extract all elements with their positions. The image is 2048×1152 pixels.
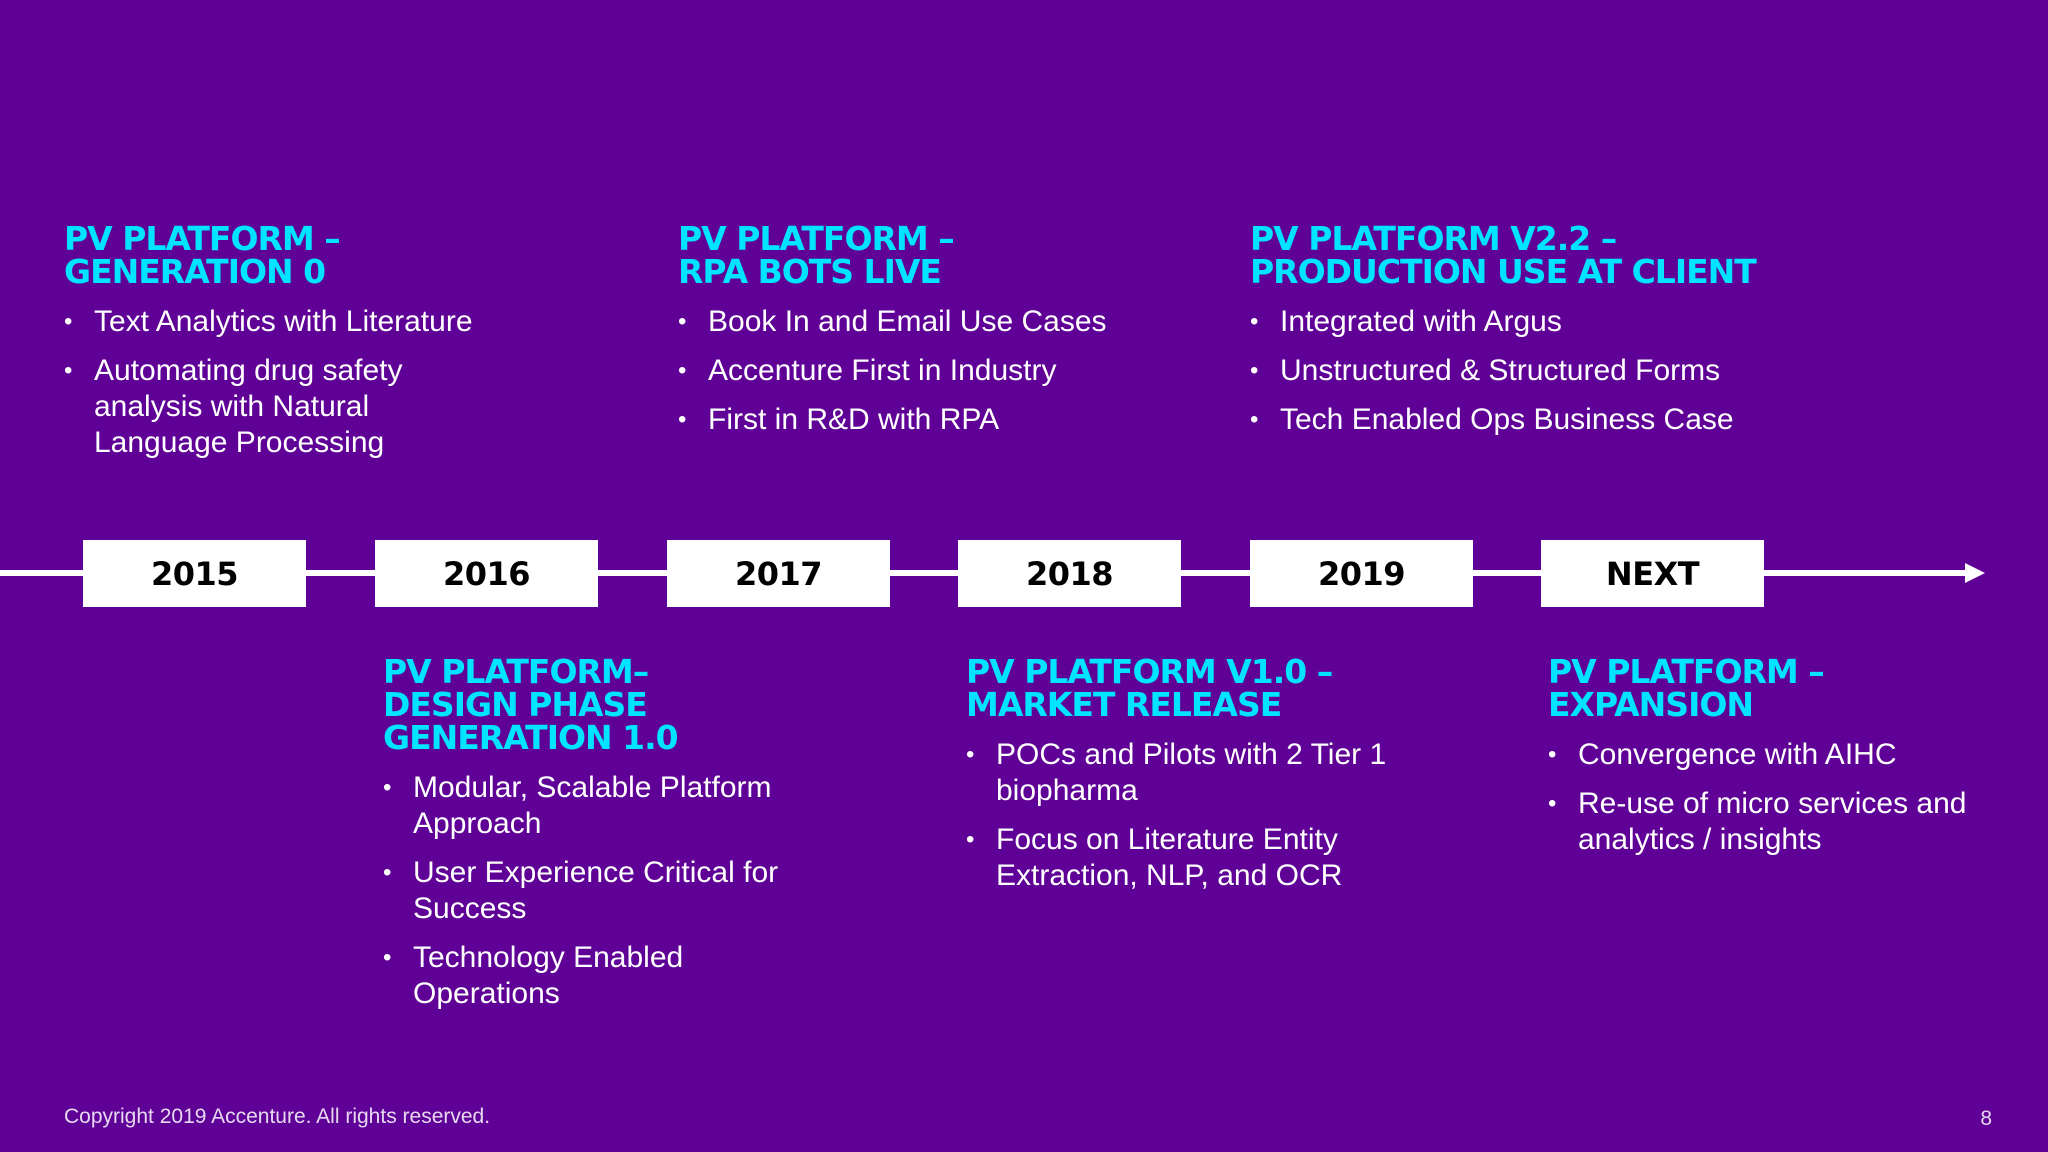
bullet-item: Technology Enabled Operations xyxy=(383,940,773,1012)
year-box-2017: 2017 xyxy=(667,540,890,607)
milestone-title: PV PLATFORM– DESIGN PHASE GENERATION 1.0 xyxy=(383,652,679,757)
milestone-2017: PV PLATFORM – RPA BOTS LIVE Book In and … xyxy=(678,222,1178,451)
bullet-item: Automating drug safety analysis with Nat… xyxy=(64,353,484,461)
milestone-title: PV PLATFORM – RPA BOTS LIVE xyxy=(678,219,955,291)
year-box-2018: 2018 xyxy=(958,540,1181,607)
milestone-bullets: Convergence with AIHC Re-use of micro se… xyxy=(1548,737,2018,858)
milestone-title: PV PLATFORM V2.2 – PRODUCTION USE AT CLI… xyxy=(1250,219,1757,291)
copyright-text: Copyright 2019 Accenture. All rights res… xyxy=(64,1105,491,1128)
bullet-item: Unstructured & Structured Forms xyxy=(1250,353,1810,389)
bullet-item: POCs and Pilots with 2 Tier 1 biopharma xyxy=(966,737,1436,809)
year-box-next: NEXT xyxy=(1541,540,1764,607)
bullet-item: Re-use of micro services and analytics /… xyxy=(1548,786,2018,858)
timeline-arrow-icon xyxy=(1965,563,1985,583)
milestone-bullets: Book In and Email Use Cases Accenture Fi… xyxy=(678,304,1178,438)
bullet-item: Integrated with Argus xyxy=(1250,304,1810,340)
milestone-2015: PV PLATFORM – GENERATION 0 Text Analytic… xyxy=(64,222,544,474)
year-box-2019: 2019 xyxy=(1250,540,1473,607)
milestone-2016: PV PLATFORM– DESIGN PHASE GENERATION 1.0… xyxy=(383,655,853,1025)
milestone-next: PV PLATFORM – EXPANSION Convergence with… xyxy=(1548,655,2018,871)
milestone-bullets: POCs and Pilots with 2 Tier 1 biopharma … xyxy=(966,737,1446,894)
bullet-item: Book In and Email Use Cases xyxy=(678,304,1178,340)
milestone-title: PV PLATFORM – EXPANSION xyxy=(1548,652,1825,724)
bullet-item: Focus on Literature Entity Extraction, N… xyxy=(966,822,1416,894)
milestone-bullets: Modular, Scalable Platform Approach User… xyxy=(383,770,853,1012)
bullet-item: Text Analytics with Literature xyxy=(64,304,544,340)
year-box-2015: 2015 xyxy=(83,540,306,607)
bullet-item: User Experience Critical for Success xyxy=(383,855,853,927)
milestone-title: PV PLATFORM V1.0 – MARKET RELEASE xyxy=(966,652,1333,724)
year-box-2016: 2016 xyxy=(375,540,598,607)
milestone-bullets: Text Analytics with Literature Automatin… xyxy=(64,304,544,461)
bullet-item: Convergence with AIHC xyxy=(1548,737,2018,773)
page-number: 8 xyxy=(1980,1107,1992,1130)
milestone-title: PV PLATFORM – GENERATION 0 xyxy=(64,219,341,291)
bullet-item: Modular, Scalable Platform Approach xyxy=(383,770,833,842)
milestone-2019: PV PLATFORM V2.2 – PRODUCTION USE AT CLI… xyxy=(1250,222,1810,451)
milestone-2018: PV PLATFORM V1.0 – MARKET RELEASE POCs a… xyxy=(966,655,1446,907)
bullet-item: Accenture First in Industry xyxy=(678,353,1178,389)
milestone-bullets: Integrated with Argus Unstructured & Str… xyxy=(1250,304,1810,438)
bullet-item: First in R&D with RPA xyxy=(678,402,1178,438)
bullet-item: Tech Enabled Ops Business Case xyxy=(1250,402,1810,438)
